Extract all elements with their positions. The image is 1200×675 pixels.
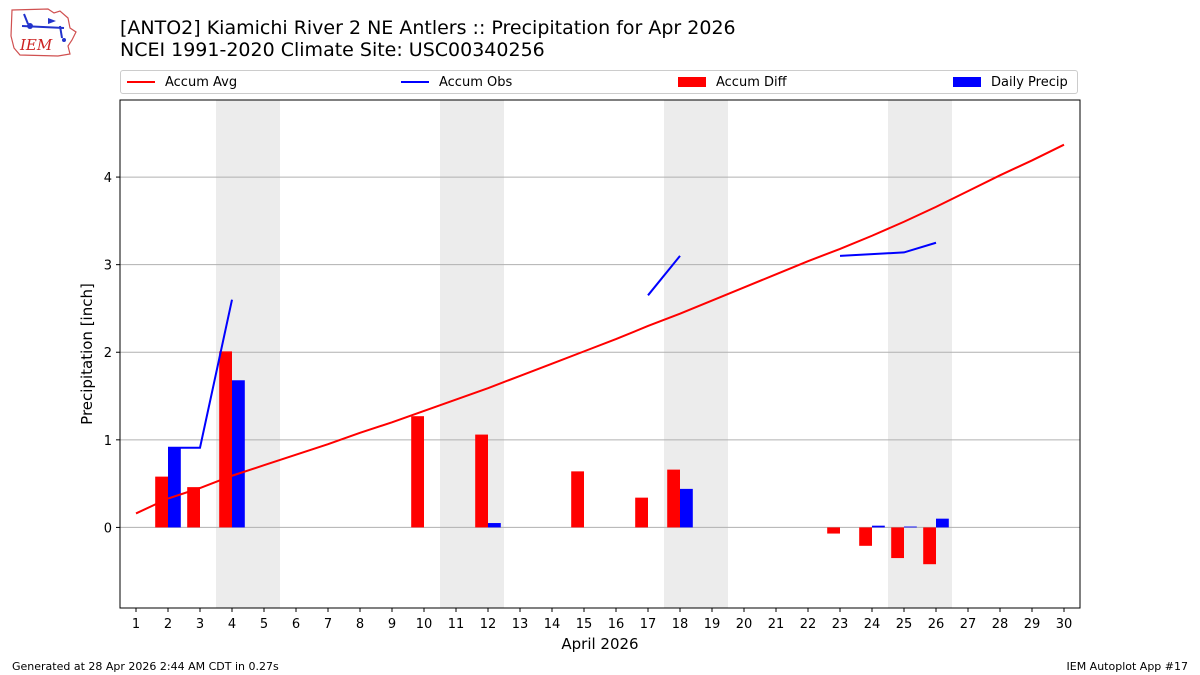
x-tick-label-12: 12 [480, 617, 497, 632]
x-tick-label-6: 6 [292, 617, 300, 632]
accum-diff-bar-day-3 [187, 487, 200, 528]
x-tick-label-7: 7 [324, 617, 332, 632]
accum-diff-bar-day-17 [635, 497, 648, 528]
x-tick-label-18: 18 [672, 617, 689, 632]
chart-title-line1: [ANTO2] Kiamichi River 2 NE Antlers :: P… [120, 17, 736, 39]
y-tick-label-3: 3 [104, 259, 112, 274]
legend-item-daily-precip: Daily Precip [953, 74, 1068, 90]
x-tick-label-15: 15 [576, 617, 593, 632]
x-tick-label-5: 5 [260, 617, 268, 632]
legend-item-accum-obs: Accum Obs [401, 74, 512, 90]
x-tick-label-28: 28 [992, 617, 1009, 632]
legend-item-accum-avg: Accum Avg [127, 74, 237, 90]
legend-item-accum-diff: Accum Diff [678, 74, 787, 90]
legend-label-accum-avg: Accum Avg [165, 74, 238, 90]
x-tick-label-26: 26 [928, 617, 945, 632]
accum-diff-bar-day-15 [571, 471, 584, 528]
daily-precip-bar-day-26 [936, 518, 949, 528]
x-axis-label: April 2026 [561, 635, 638, 653]
x-tick-label-20: 20 [736, 617, 753, 632]
x-tick-label-16: 16 [608, 617, 625, 632]
x-tick-label-8: 8 [356, 617, 364, 632]
daily-precip-swatch [953, 77, 981, 87]
daily-precip-bar-day-12 [488, 523, 501, 528]
footer-generated: Generated at 28 Apr 2026 2:44 AM CDT in … [12, 660, 279, 673]
accum-obs-line-segment-2 [839, 241, 937, 257]
iem-logo: IEM [10, 8, 77, 57]
x-tick-label-21: 21 [768, 617, 785, 632]
x-tick-label-17: 17 [640, 617, 657, 632]
legend-label-accum-obs: Accum Obs [439, 74, 513, 90]
accum-diff-bar-day-12 [475, 434, 488, 528]
daily-precip-bar-day-4 [232, 380, 245, 528]
y-tick-label-0: 0 [104, 521, 112, 536]
x-tick-label-2: 2 [164, 617, 172, 632]
y-axis-label: Precipitation [inch] [78, 283, 96, 425]
x-tick-label-27: 27 [960, 617, 977, 632]
weekend-shade-1 [440, 100, 504, 608]
x-tick-label-30: 30 [1056, 617, 1073, 632]
accum-diff-bar-day-25 [891, 527, 904, 559]
weekend-shade-2 [664, 100, 728, 608]
x-tick-label-9: 9 [388, 617, 396, 632]
x-tick-label-19: 19 [704, 617, 721, 632]
accum-avg-line [135, 143, 1065, 515]
accum-diff-bar-day-4 [219, 351, 232, 528]
x-tick-label-10: 10 [416, 617, 433, 632]
x-tick-label-13: 13 [512, 617, 529, 632]
x-tick-label-25: 25 [896, 617, 913, 632]
daily-precip-bar-day-25 [904, 526, 917, 528]
accum-diff-swatch [678, 77, 706, 87]
chart-title-line2: NCEI 1991-2020 Climate Site: USC00340256 [120, 39, 545, 61]
x-tick-label-4: 4 [228, 617, 236, 632]
x-tick-label-23: 23 [832, 617, 849, 632]
x-tick-label-3: 3 [196, 617, 204, 632]
footer-app: IEM Autoplot App #17 [1066, 660, 1189, 673]
daily-precip-bar-day-24 [872, 525, 885, 528]
daily-precip-bar-day-18 [680, 488, 693, 528]
plot-frame [119, 99, 1081, 609]
x-tick-label-22: 22 [800, 617, 817, 632]
y-tick-label-2: 2 [104, 346, 112, 361]
accum-diff-bar-day-23 [827, 527, 840, 534]
y-tick-label-1: 1 [104, 434, 112, 449]
x-tick-label-1: 1 [132, 617, 140, 632]
daily-precip-bar-day-2 [168, 447, 181, 528]
accum-diff-bar-day-18 [667, 469, 680, 528]
x-tick-label-11: 11 [448, 617, 465, 632]
accum-obs-line-segment-1 [647, 255, 681, 296]
x-tick-label-29: 29 [1024, 617, 1041, 632]
x-tick-label-14: 14 [544, 617, 561, 632]
accum-avg-swatch [127, 81, 155, 83]
legend-label-accum-diff: Accum Diff [716, 74, 787, 90]
legend: Accum Avg Accum Obs Accum Diff Daily Pre… [120, 70, 1078, 94]
accum-obs-line-segment-0 [168, 299, 233, 449]
accum-diff-bar-day-26 [923, 527, 936, 565]
y-tick-label-4: 4 [104, 171, 112, 186]
x-tick-label-24: 24 [864, 617, 881, 632]
legend-label-daily-precip: Daily Precip [991, 74, 1068, 90]
logo-text: IEM [19, 36, 53, 54]
accum-diff-bar-day-10 [411, 416, 424, 528]
accum-diff-bar-day-24 [859, 527, 872, 546]
accum-obs-swatch [401, 81, 429, 83]
